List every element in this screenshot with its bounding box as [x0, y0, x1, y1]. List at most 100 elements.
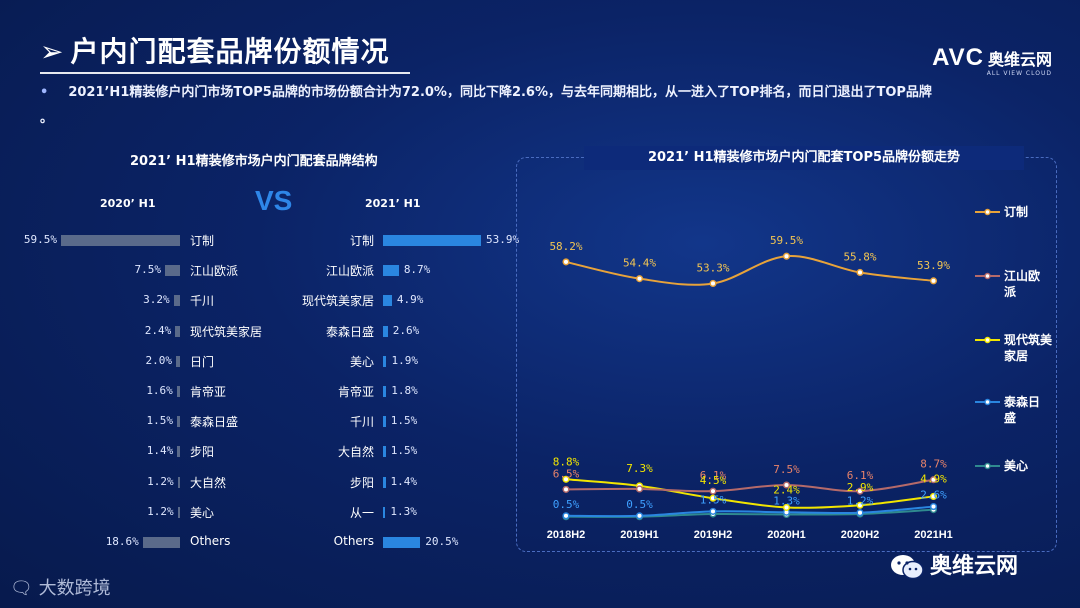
value-2020: 2.0%: [145, 353, 173, 367]
watermark-left-text: 大数跨境: [38, 578, 111, 599]
logo-cn: 奥维云网: [987, 50, 1052, 69]
data-point-现代筑美家居: [562, 475, 570, 483]
bar-2021: [383, 446, 386, 458]
data-label-江山欧派: 8.7%: [920, 458, 947, 471]
watermark-right: 奥维云网: [890, 548, 1018, 581]
x-tick-label: 2019H2: [694, 529, 733, 541]
data-point-泰森日盛: [929, 503, 938, 511]
page-title-text: 户内门配套品牌份额情况: [70, 35, 390, 68]
bar-2020: [177, 476, 180, 488]
data-label-现代筑美家居: 2.4%: [773, 483, 800, 496]
data-point-泰森日盛: [709, 507, 717, 515]
data-point-订制: [929, 277, 938, 285]
data-point-江山欧派: [635, 485, 644, 493]
summary-text: • 2021’H1精装修户内门市场TOP5品牌的市场份额合计为72.0%，同比下降…: [40, 80, 1050, 132]
value-2021: 2.6%: [392, 323, 420, 337]
data-point-订制: [856, 268, 864, 277]
col-head-2020: 2020’ H1: [100, 197, 156, 210]
watermark-right-text: 奥维云网: [930, 554, 1019, 579]
value-2021: 1.5%: [390, 444, 418, 458]
bar-2021: [383, 325, 388, 337]
data-label-江山欧派: 7.5%: [773, 463, 800, 476]
label-2021: 肯帝亚: [337, 385, 374, 399]
data-point-江山欧派: [562, 485, 570, 493]
summary-tail: 。: [40, 111, 54, 126]
bar-2020: [165, 265, 180, 277]
data-label-泰森日盛: 2.6%: [920, 489, 947, 502]
bar-2021: [383, 235, 481, 246]
label-2021: 大自然: [337, 445, 374, 460]
value-2021: 1.9%: [391, 353, 418, 367]
value-2021: 53.9%: [486, 233, 520, 246]
wechat-icon: [891, 555, 924, 580]
bar-2021: [383, 506, 386, 518]
data-label-泰森日盛: 1.3%: [773, 494, 800, 507]
bar-2020: [177, 446, 180, 458]
label-2021: 千川: [349, 415, 374, 430]
col-head-2021: 2021’ H1: [365, 197, 421, 210]
data-point-订制: [782, 252, 791, 260]
value-2021: 1.8%: [391, 384, 418, 397]
data-label-泰森日盛: 0.5%: [626, 498, 653, 511]
label-2020: 订制: [190, 234, 215, 248]
series-line-泰森日盛: [565, 505, 934, 518]
value-2021: 8.7%: [403, 263, 431, 277]
label-2021: 美心: [349, 354, 374, 369]
data-label-订制: 53.9%: [917, 259, 950, 272]
label-2020: 现代筑美家居: [190, 324, 263, 339]
legend-label: 江山欧派: [1004, 268, 1040, 299]
value-2020: 7.5%: [134, 263, 162, 277]
bar-2021: [383, 476, 386, 488]
value-2020: 18.6%: [105, 535, 139, 548]
arrow-icon: ➢: [40, 35, 65, 68]
brand-logo: AVC 奥维云网 ALL VIEW CLOUD: [932, 44, 1052, 77]
bar-2021: [383, 416, 386, 428]
data-label-订制: 58.2%: [549, 240, 582, 253]
value-2021: 1.5%: [390, 414, 418, 428]
data-point-泰森日盛: [635, 512, 644, 520]
data-point-泰森日盛: [856, 509, 864, 517]
bar-2020: [61, 235, 180, 246]
legend-marker: [984, 272, 991, 280]
data-label-泰森日盛: 0.5%: [553, 498, 580, 511]
trend-panel-title: 2021’ H1精装修市场户内门配套TOP5品牌份额走势: [584, 146, 1024, 170]
value-2021: 20.5%: [425, 535, 459, 548]
value-2020: 1.6%: [146, 384, 173, 397]
series-line-江山欧派: [565, 478, 934, 493]
legend-label: 订制: [1004, 204, 1028, 219]
data-point-江山欧派: [782, 481, 791, 489]
label-2020: 泰森日盛: [190, 415, 239, 430]
value-2020: 1.2%: [147, 504, 174, 518]
bar-2020: [175, 325, 180, 337]
label-2020: Others: [190, 534, 231, 548]
label-2020: 肯帝亚: [190, 385, 227, 399]
data-label-泰森日盛: 1.2%: [847, 495, 874, 508]
title-underline: [40, 72, 410, 74]
data-label-现代筑美家居: 7.3%: [626, 462, 653, 475]
left-panel-title: 2021’ H1精装修市场户内门配套品牌结构: [130, 154, 378, 169]
bar-2020: [177, 506, 180, 518]
data-point-现代筑美家居: [782, 503, 791, 511]
series-line-现代筑美家居: [565, 478, 934, 509]
series-line-订制: [565, 255, 934, 286]
bullet-icon: •: [40, 85, 49, 100]
bar-2021: [383, 386, 387, 397]
bar-2021: [383, 355, 387, 367]
label-2021: Others: [333, 534, 374, 548]
value-2020: 59.5%: [23, 233, 57, 246]
bar-2021: [383, 537, 421, 548]
watermark-left: 🗨 大数跨境: [10, 574, 111, 600]
label-2021: 步阳: [349, 475, 374, 490]
bar-2021: [383, 265, 399, 277]
data-label-现代筑美家居: 4.5%: [700, 474, 727, 487]
vs-label: VS: [255, 185, 293, 216]
data-point-订制: [635, 275, 644, 283]
data-label-江山欧派: 6.1%: [700, 469, 727, 482]
page-title: ➢ 户内门配套品牌份额情况: [40, 30, 389, 70]
label-2021: 现代筑美家居: [301, 294, 374, 309]
data-label-现代筑美家居: 2.9%: [847, 481, 874, 494]
data-point-订制: [562, 258, 570, 266]
logo-sub: ALL VIEW CLOUD: [986, 70, 1052, 77]
data-point-现代筑美家居: [929, 492, 938, 500]
label-2020: 千川: [190, 294, 215, 309]
